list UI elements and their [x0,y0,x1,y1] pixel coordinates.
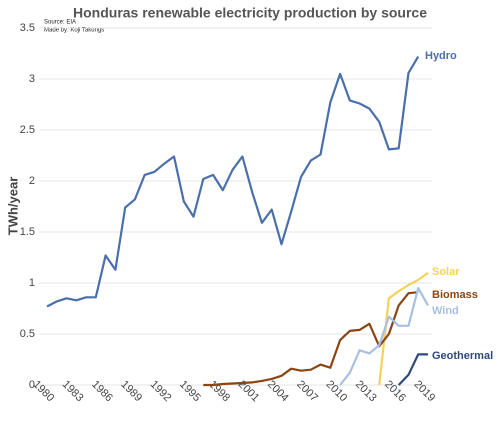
y-tick-label: 1.5 [20,226,35,238]
series-line [46,56,420,308]
source-note: Source: EIA [44,20,76,26]
chart-title: Honduras renewable electricity productio… [73,5,427,21]
x-tick-label: 2013 [353,378,379,404]
x-tick-label: 2004 [265,378,291,404]
y-tick-label: 3 [29,73,35,85]
x-tick-label: 1983 [60,378,86,404]
y-tick-label: 2 [29,175,35,187]
x-tick-label: 2019 [411,378,437,404]
x-tick-label: 2007 [294,378,320,404]
series-label: Biomass [432,289,478,301]
x-tick-label: 2016 [382,378,408,404]
series-line [397,353,428,386]
y-tick-label: 3.5 [20,22,35,34]
series-line [203,291,419,387]
series-line [378,271,429,386]
x-tick-label: 2010 [324,378,350,404]
y-tick-label: 0.5 [20,328,35,340]
y-tick-label: 2.5 [20,124,35,136]
series-line [339,287,429,386]
y-axis-label: TWh/year [5,177,20,236]
series-label: Hydro [425,50,457,62]
x-tick-label: 1998 [206,378,232,404]
x-tick-label: 1992 [148,378,174,404]
series-label: Solar [432,266,460,278]
x-tick-label: 1986 [89,378,115,404]
y-tick-label: 1 [29,277,35,289]
x-tick-label: 1980 [30,378,56,404]
author-note: Made by: Koji Takungs [44,28,104,34]
series-label: Wind [432,305,459,317]
y-tick-label: 0 [29,379,35,391]
series-label: Geothermal [432,350,493,362]
x-tick-label: 1989 [118,378,144,404]
x-tick-label: 1995 [177,378,203,404]
